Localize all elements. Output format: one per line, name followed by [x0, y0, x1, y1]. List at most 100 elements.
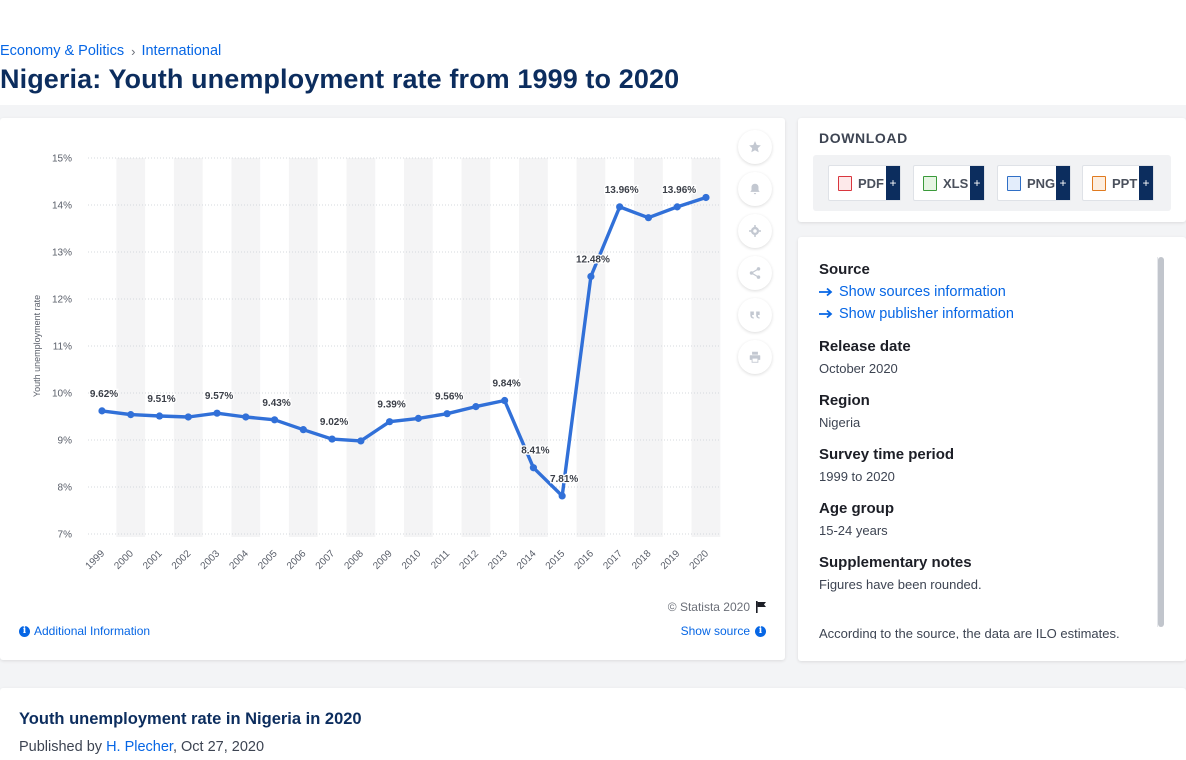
x-tick-label: 2016 [573, 548, 597, 572]
download-title: DOWNLOAD [819, 130, 908, 146]
supplementary-notes-detail: According to the source, the data are IL… [819, 626, 1120, 639]
gear-icon[interactable] [738, 214, 772, 248]
share-icon[interactable] [738, 256, 772, 290]
data-label-2001: 9.51% [147, 394, 175, 405]
y-tick-label: 12% [52, 295, 72, 306]
download-png-button[interactable]: PNG + [997, 165, 1071, 201]
download-xls-button[interactable]: XLS + [913, 165, 985, 201]
data-point-2003 [213, 409, 221, 417]
data-point-2009 [386, 418, 394, 426]
data-point-2004 [242, 413, 250, 421]
info-icon: i [755, 625, 766, 637]
data-point-2006 [299, 426, 307, 434]
png-file-icon [1007, 175, 1021, 191]
release-date-value: October 2020 [819, 361, 898, 376]
download-ppt-button[interactable]: PPT + [1082, 165, 1154, 201]
download-pdf-plus[interactable]: + [886, 166, 900, 200]
ppt-file-icon [1092, 175, 1106, 191]
x-tick-label: 2011 [429, 548, 452, 571]
data-point-2020 [702, 193, 710, 202]
data-point-2008 [357, 437, 365, 445]
print-icon[interactable] [738, 340, 772, 374]
x-tick-label: 2002 [170, 548, 194, 572]
quote-icon[interactable] [738, 298, 772, 332]
additional-information-link[interactable]: i Additional Information [19, 624, 150, 638]
y-axis-label: Youth unemployment rate [32, 295, 42, 397]
y-tick-label: 9% [58, 436, 73, 447]
data-label-2019: 13.96% [662, 185, 696, 196]
band-2008 [346, 158, 376, 537]
survey-period-heading: Survey time period [819, 446, 955, 463]
top-bar [0, 0, 1186, 105]
band-2006 [288, 158, 318, 537]
breadcrumb-international[interactable]: International [141, 43, 222, 59]
x-tick-label: 2000 [112, 548, 136, 572]
x-tick-label: 2019 [659, 548, 683, 572]
data-point-2002 [184, 413, 192, 421]
x-tick-label: 2009 [371, 548, 395, 572]
supplementary-notes-heading: Supplementary notes [819, 554, 972, 571]
download-pdf-button[interactable]: PDF + [828, 165, 901, 201]
x-tick-label: 2018 [630, 548, 654, 572]
band-2012 [461, 158, 491, 537]
x-tick-label: 2006 [285, 548, 309, 572]
band-2004 [231, 158, 261, 537]
scrollbar-thumb[interactable] [1158, 257, 1164, 627]
download-xls-plus[interactable]: + [970, 166, 984, 200]
data-point-2016 [587, 272, 595, 281]
summary-title: Youth unemployment rate in Nigeria in 20… [19, 710, 362, 728]
details-scrollbar[interactable] [1157, 257, 1164, 627]
bell-icon[interactable] [738, 172, 772, 206]
data-label-2013: 9.84% [492, 379, 520, 390]
age-group-value: 15-24 years [819, 523, 888, 538]
show-publisher-label: Show publisher information [839, 306, 1014, 322]
source-heading: Source [819, 261, 870, 278]
x-tick-label: 2003 [199, 548, 223, 572]
region-value: Nigeria [819, 415, 861, 430]
breadcrumb-economy-politics[interactable]: Economy & Politics [0, 43, 125, 59]
x-tick-label: 2008 [342, 548, 366, 572]
xls-file-icon [923, 175, 937, 191]
arrow-right-icon [819, 309, 833, 319]
data-label-2017: 13.96% [605, 185, 639, 196]
chart-card: 7% 8% 9% 10% 11% 12% 13% 14% 15% 1999 2000 2001 200… [0, 118, 785, 660]
breadcrumb-separator: › [131, 43, 136, 59]
statistic-summary: Youth unemployment rate in Nigeria in 20… [0, 688, 1186, 760]
gridlines [88, 157, 720, 535]
show-sources-link[interactable]: Show sources information [819, 284, 1155, 300]
data-label-2005: 9.43% [262, 398, 290, 409]
x-tick-label: 2015 [544, 548, 568, 572]
details-scroll-area[interactable]: Source Show sources information Show pub… [819, 261, 1155, 639]
y-tick-label: 13% [52, 248, 72, 259]
data-label-2015: 7.81% [550, 474, 578, 485]
y-tick-label: 14% [52, 201, 72, 212]
published-line: Published by H. Plecher, Oct 27, 2020 [19, 739, 264, 755]
data-label-2014: 8.41% [521, 446, 549, 457]
download-buttons: PDF + XLS + PNG + PPT + [813, 155, 1171, 211]
data-point-2018 [644, 214, 653, 222]
download-png-plus[interactable]: + [1056, 166, 1070, 200]
data-point-2010 [414, 414, 422, 422]
x-tick-label: 2001 [141, 548, 165, 572]
published-prefix: Published by [19, 739, 107, 755]
breadcrumb: Economy & Politics › International [0, 43, 221, 59]
published-date: , Oct 27, 2020 [172, 739, 265, 755]
series-line [100, 195, 708, 498]
show-publisher-link[interactable]: Show publisher information [819, 306, 1155, 322]
author-link[interactable]: H. Plecher [106, 739, 173, 755]
data-point-2017 [616, 203, 624, 211]
x-tick-label: 2004 [227, 548, 251, 572]
supplementary-notes-value: Figures have been rounded. [819, 577, 982, 592]
data-point-2001 [155, 412, 164, 420]
data-label-2011: 9.56% [435, 392, 463, 403]
survey-period-value: 1999 to 2020 [819, 469, 895, 484]
show-source-link[interactable]: Show source i [681, 624, 766, 638]
download-png-label: PNG [1027, 175, 1056, 191]
y-axis-ticks: 7% 8% 9% 10% 11% 12% 13% 14% 15% [52, 154, 72, 541]
band-2000 [116, 158, 146, 537]
data-point-2019 [673, 203, 681, 211]
pdf-file-icon [838, 175, 852, 191]
star-icon[interactable] [738, 130, 772, 164]
download-ppt-plus[interactable]: + [1139, 166, 1153, 200]
flag-icon[interactable] [756, 601, 767, 613]
